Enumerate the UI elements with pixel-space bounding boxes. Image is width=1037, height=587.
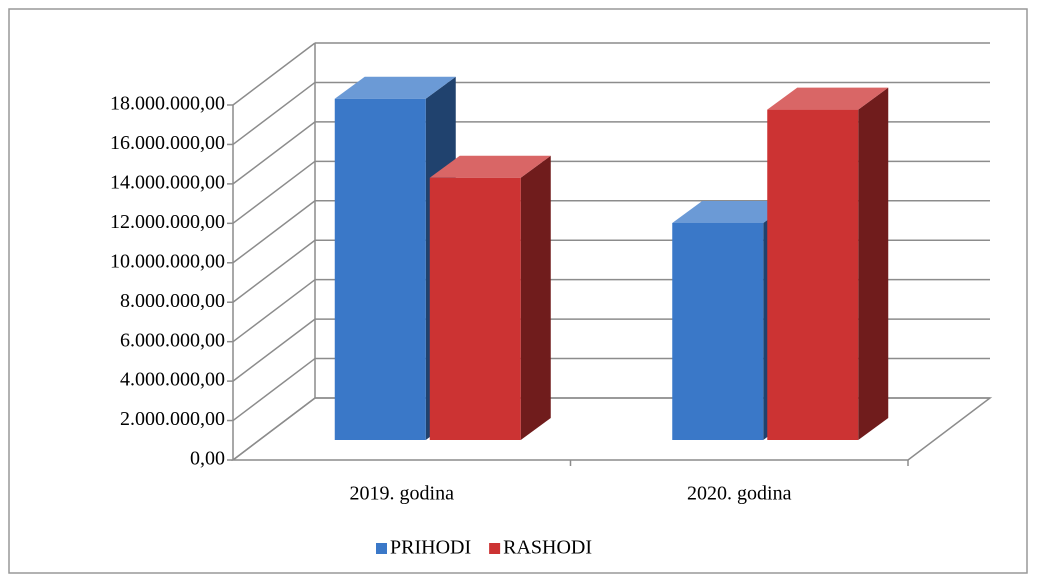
bar-face [672,201,794,224]
y-tick-label: 12.000.000,00 [110,211,225,233]
grid-line-side [232,279,316,343]
grid-line-side [232,160,316,224]
y-tick-label: 18.000.000,00 [110,93,225,115]
legend-label: PRIHODI [390,537,471,559]
bar-face [672,223,764,440]
grid-line-side [232,397,316,461]
legend-swatch [376,543,387,554]
y-tick-label: 4.000.000,00 [120,369,225,391]
bar [429,155,551,440]
legend-swatch [489,543,501,554]
y-tick-label: 10.000.000,00 [110,250,225,272]
grid-line-side [232,357,316,422]
y-tick-label: 6.000.000,00 [120,329,225,351]
grid-line-side [232,239,316,303]
y-tick-label: 14.000.000,00 [110,171,225,193]
grid-line-side [232,200,316,264]
x-tick-label: 2019. godina [350,483,455,505]
bar [767,87,889,441]
bar-face [767,87,889,110]
grid-line-side [232,81,316,146]
bar-face [429,177,521,440]
bar-face [858,87,889,441]
bar-face [334,76,456,99]
x-tick-label: 2020. godina [687,483,792,505]
legend-label: RASHODI [503,537,592,559]
y-tick-label: 2.000.000,00 [120,408,225,430]
bar-face [767,109,859,441]
grid-line-side [232,121,316,185]
y-tick-label: 8.000.000,00 [120,290,225,312]
bar-face [429,155,551,178]
grid-line-side [232,318,316,382]
bar-face [334,98,426,441]
bar-face [520,155,551,440]
grid-line-side [232,42,316,106]
y-tick-label: 0,00 [190,448,225,470]
y-tick-label: 16.000.000,00 [110,132,225,154]
